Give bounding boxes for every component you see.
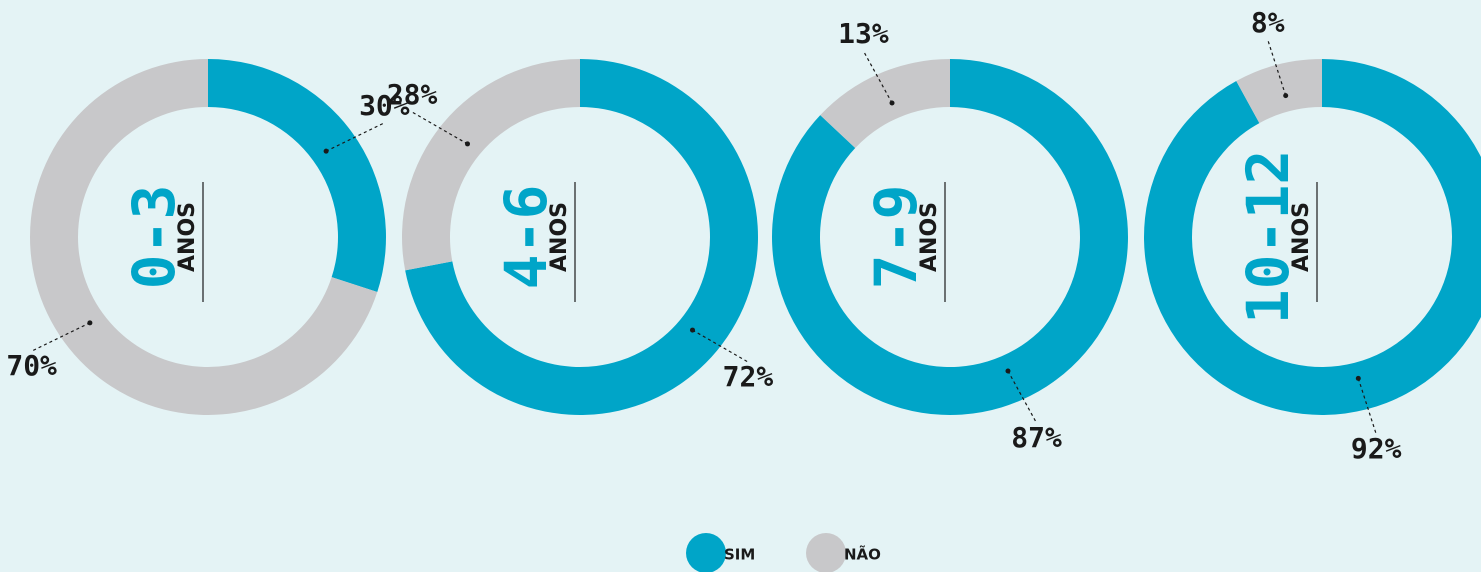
value-label: 30% xyxy=(359,89,410,122)
legend-label: SIM xyxy=(724,546,755,564)
donut-segment xyxy=(208,59,386,293)
leader-line xyxy=(411,111,468,145)
donut-segment xyxy=(401,59,580,271)
center-title: 4-6 xyxy=(492,185,560,290)
value-label: 28% xyxy=(387,78,438,111)
donut-segment xyxy=(820,59,950,149)
value-label: 13% xyxy=(838,17,889,50)
center-subtitle: ANOS xyxy=(917,202,942,272)
leader-line xyxy=(862,50,893,104)
value-label: 87% xyxy=(1011,421,1062,454)
center-title: 10-12 xyxy=(1234,150,1302,325)
leader-line xyxy=(31,322,91,352)
leader-line xyxy=(1357,378,1377,435)
center-title: 7-9 xyxy=(862,185,930,290)
leader-line xyxy=(1267,39,1287,96)
legend-swatch xyxy=(686,533,726,572)
leader-line xyxy=(1007,370,1038,424)
value-label: 8% xyxy=(1251,6,1285,39)
leader-line xyxy=(692,329,749,363)
center-title: 0-3 xyxy=(120,185,188,290)
leader-line xyxy=(325,122,385,152)
legend-label: NÃO xyxy=(844,545,881,564)
center-subtitle: ANOS xyxy=(547,202,572,272)
value-label: 72% xyxy=(723,360,774,393)
legend-swatch xyxy=(806,533,846,572)
center-subtitle: ANOS xyxy=(175,202,200,272)
value-label: 70% xyxy=(6,349,57,382)
center-subtitle: ANOS xyxy=(1289,202,1314,272)
donut-segment xyxy=(1236,59,1322,124)
value-label: 92% xyxy=(1351,432,1402,465)
